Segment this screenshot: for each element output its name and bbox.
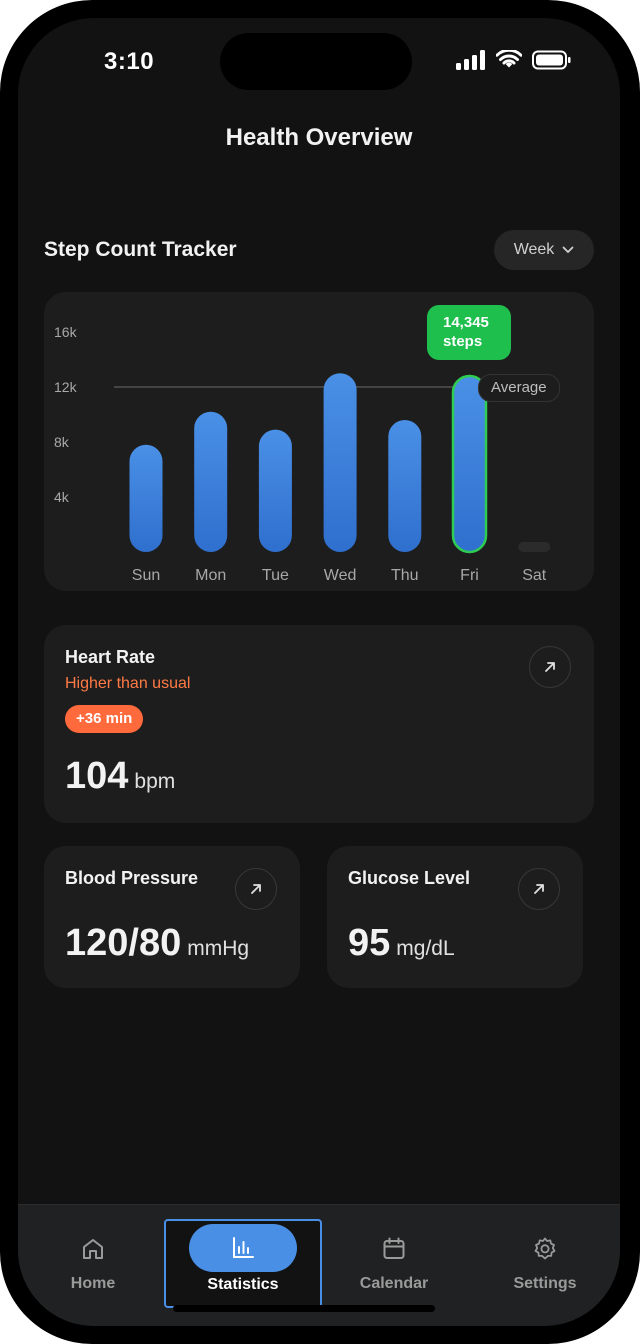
step-chart: 16k 12k 8k 4k Sun Mon Tue Wed Thu Fri Sat (54, 324, 551, 584)
step-section-title: Step Count Tracker (44, 238, 237, 261)
blood-pressure-unit: mmHg (187, 937, 250, 960)
blood-pressure-card[interactable]: Blood Pressure 120/80 mmHg (44, 846, 300, 988)
x-tick-label: Thu (391, 567, 419, 584)
bar-fri (451, 374, 488, 554)
bar-wed (323, 373, 357, 552)
home-icon (83, 1239, 103, 1259)
x-tick-label: Mon (195, 567, 226, 584)
heart-rate-card[interactable]: Heart Rate Higher than usual +36 min 104… (44, 625, 594, 823)
tooltip-unit: steps (443, 333, 483, 350)
status-time: 3:10 (104, 48, 155, 75)
range-dropdown[interactable]: Week (494, 230, 594, 270)
screen: 3:10 Health Overview Ste (18, 18, 620, 1326)
heart-rate-value: 104 (65, 755, 129, 797)
glucose-title: Glucose Level (348, 868, 471, 888)
range-label: Week (513, 241, 555, 258)
y-tick-label: 12k (54, 379, 78, 395)
calendar-icon (383, 1237, 405, 1259)
tab-settings-label: Settings (513, 1275, 577, 1292)
y-tick-label: 16k (54, 324, 78, 340)
x-tick-label: Sun (132, 567, 160, 584)
glucose-unit: mg/dL (396, 937, 455, 960)
heart-rate-badge: +36 min (65, 705, 144, 733)
blood-pressure-open-button[interactable] (235, 868, 277, 910)
heart-rate-unit: bpm (134, 770, 176, 793)
step-tooltip: 14,345 steps (427, 305, 511, 360)
y-tick-label: 4k (54, 489, 70, 505)
x-tick-label: Sat (522, 567, 547, 584)
tab-calendar[interactable]: Calendar (319, 1205, 469, 1305)
tab-home-label: Home (70, 1275, 116, 1292)
glucose-value: 95 (348, 922, 391, 964)
arrow-up-right-icon (251, 884, 261, 894)
average-label: Average (478, 374, 560, 402)
bar-thu (388, 420, 422, 552)
tooltip-value: 14,345 (443, 314, 489, 331)
tab-calendar-label: Calendar (359, 1275, 429, 1292)
bar-mon (194, 411, 228, 552)
tab-statistics[interactable]: Statistics (164, 1219, 322, 1308)
page-title: Health Overview (225, 124, 413, 151)
glucose-open-button[interactable] (518, 868, 560, 910)
glucose-card[interactable]: Glucose Level 95 mg/dL (327, 846, 583, 988)
x-tick-label: Tue (262, 567, 289, 584)
gear-icon (534, 1237, 556, 1260)
cellular-signal-icon (456, 50, 485, 70)
wifi-icon (496, 50, 522, 68)
status-icons (456, 50, 572, 70)
bar-sat (518, 542, 551, 552)
step-chart-card: 16k 12k 8k 4k Sun Mon Tue Wed Thu Fri Sat 14,345 s… (44, 292, 594, 591)
heart-rate-subtitle: Higher than usual (65, 675, 191, 692)
tab-statistics-label: Statistics (207, 1276, 279, 1293)
tab-home[interactable]: Home (18, 1205, 168, 1305)
heart-rate-open-button[interactable] (529, 646, 571, 688)
heart-rate-title: Heart Rate (65, 647, 156, 667)
home-indicator (173, 1305, 435, 1312)
glucose-value-row: 95 mg/dL (348, 922, 455, 965)
bar-chart-icon (233, 1237, 254, 1258)
y-tick-label: 8k (54, 434, 70, 450)
battery-icon (532, 50, 571, 70)
arrow-up-right-icon (545, 662, 555, 672)
tab-settings[interactable]: Settings (470, 1205, 620, 1305)
chevron-down-icon (562, 246, 574, 253)
dynamic-island (220, 33, 412, 90)
blood-pressure-title: Blood Pressure (65, 868, 199, 888)
bar-tue (258, 429, 292, 552)
bar-sun (129, 444, 163, 552)
blood-pressure-value-row: 120/80 mmHg (65, 922, 249, 965)
x-tick-label: Wed (324, 567, 357, 584)
x-tick-label: Fri (460, 567, 479, 584)
blood-pressure-value: 120/80 (65, 922, 182, 964)
heart-rate-value-row: 104 bpm (65, 755, 175, 798)
arrow-up-right-icon (534, 884, 544, 894)
